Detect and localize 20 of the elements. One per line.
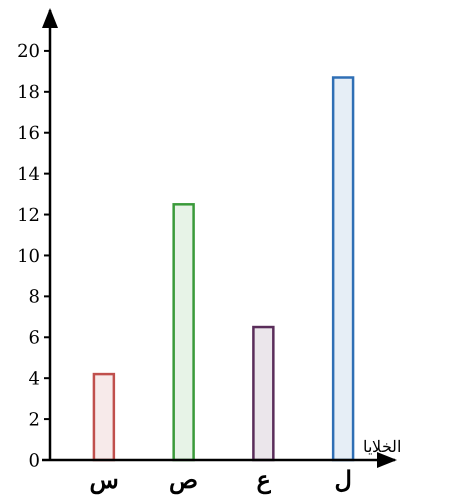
- y-tick-label: 2: [28, 409, 40, 430]
- bar: [172, 203, 195, 462]
- bar: [252, 326, 275, 462]
- x-tick-label: ل: [334, 465, 352, 494]
- x-axis-title: الخلايا: [363, 437, 401, 456]
- x-tick-label: ع: [256, 465, 272, 495]
- y-tick-label: 8: [28, 286, 40, 308]
- y-tick-label: 20: [17, 41, 40, 62]
- y-tick-label: 0: [28, 450, 40, 472]
- y-tick-label: 12: [17, 204, 40, 226]
- y-tick-label: 14: [17, 164, 40, 185]
- y-tick-label: 6: [28, 328, 40, 349]
- y-tick-label: 10: [17, 246, 40, 267]
- y-tick-label: 16: [17, 123, 40, 144]
- x-tick-label: س: [89, 465, 118, 495]
- bar: [332, 76, 354, 462]
- y-tick-label: 4: [28, 368, 40, 390]
- bar: [92, 372, 116, 462]
- x-tick-label: ص: [169, 465, 198, 495]
- y-tick-label: 18: [17, 82, 40, 104]
